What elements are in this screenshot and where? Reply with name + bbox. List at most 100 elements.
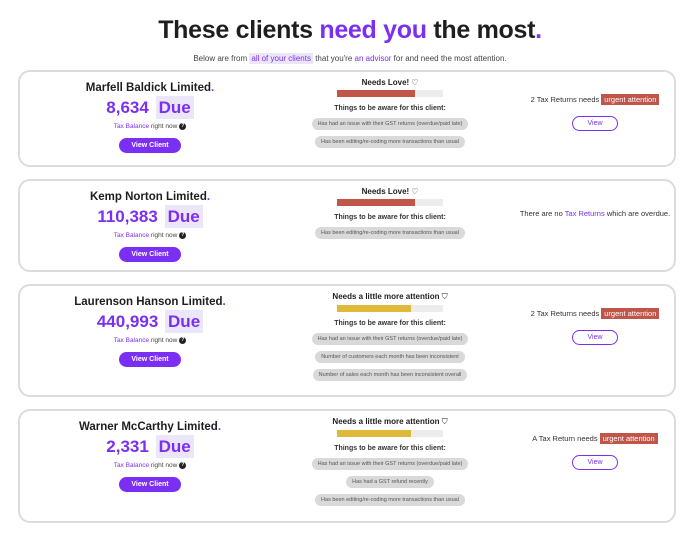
client-card: Warner McCarthy Limited. 2,331 Due Tax B… — [18, 409, 676, 523]
summary-text: 2 Tax Returns needs — [530, 309, 600, 318]
status-label: Needs a little more attention — [332, 417, 440, 426]
view-tax-returns-button[interactable]: View — [572, 116, 618, 131]
tax-return-status: 2 Tax Returns needs urgent attention — [510, 308, 680, 319]
amount-value: 110,383 — [97, 207, 158, 226]
title-accent: need you — [319, 16, 427, 44]
tax-return-status: There are no Tax Returns which are overd… — [510, 208, 680, 219]
attention-level-fill — [337, 199, 416, 206]
help-icon[interactable]: ? — [179, 337, 187, 344]
shield-icon: ⛉ — [441, 292, 448, 301]
client-flag-tag: Number of sales each month has been inco… — [312, 369, 468, 381]
tax-balance-note: Tax Balance right now? — [20, 337, 280, 344]
status-label: Needs Love! — [361, 187, 410, 196]
client-name[interactable]: Marfell Baldick Limited. — [20, 82, 280, 94]
view-client-button[interactable]: View Client — [119, 352, 181, 368]
amount-due: 8,634 Due — [20, 96, 280, 119]
aware-heading: Things to be aware for this client: — [334, 214, 446, 221]
tax-return-summary: 2 Tax Returns needs urgent attention View — [510, 94, 680, 131]
amount-due: 110,383 Due — [20, 205, 280, 228]
client-name-text: Marfell Baldick Limited — [85, 82, 212, 94]
view-tax-returns-button[interactable]: View — [572, 330, 618, 345]
client-flag-tag: Has been editing/re-coding more transact… — [315, 227, 465, 239]
advisor-link[interactable]: an advisor — [354, 54, 392, 63]
client-card: Kemp Norton Limited. 110,383 Due Tax Bal… — [18, 179, 676, 272]
help-icon[interactable]: ? — [179, 232, 187, 239]
attention-status: Needs Love! ♡ — [290, 78, 490, 87]
tax-balance-link[interactable]: Tax Balance — [113, 232, 150, 240]
tax-balance-link[interactable]: Tax Balance — [113, 123, 150, 131]
shield-icon: ⛉ — [441, 417, 448, 426]
tax-return-summary: A Tax Return needs urgent attention View — [510, 433, 680, 470]
summary-text: There are no — [519, 209, 565, 218]
client-name-text: Warner McCarthy Limited — [78, 421, 218, 433]
status-label: Needs Love! — [361, 78, 410, 87]
view-tax-returns-button[interactable]: View — [572, 455, 618, 470]
aware-heading: Things to be aware for this client: — [334, 105, 446, 112]
attention-status: Needs a little more attention ⛉ — [290, 417, 490, 427]
tax-return-status: 2 Tax Returns needs urgent attention — [510, 94, 680, 105]
urgent-attention-badge: urgent attention — [601, 94, 660, 105]
page-title: These clients need you the most. — [0, 16, 700, 45]
client-flag-tag: Number of customers each month has been … — [315, 351, 465, 363]
client-name-text: Kemp Norton Limited — [89, 191, 207, 203]
tax-balance-note: Tax Balance right now? — [20, 462, 280, 469]
client-info: Marfell Baldick Limited. 8,634 Due Tax B… — [20, 72, 280, 154]
client-card: Laurenson Hanson Limited. 440,993 Due Ta… — [18, 284, 676, 397]
tax-balance-note: Tax Balance right now? — [20, 232, 280, 239]
attention-level-fill — [337, 90, 416, 97]
client-info: Kemp Norton Limited. 110,383 Due Tax Bal… — [20, 181, 280, 263]
tax-return-summary: 2 Tax Returns needs urgent attention View — [510, 308, 680, 345]
client-flag-tag: Has been editing/re-coding more transact… — [315, 136, 465, 148]
amount-value: 8,634 — [106, 98, 149, 117]
tax-return-status: A Tax Return needs urgent attention — [510, 433, 680, 444]
right-now-text: right now — [149, 337, 178, 345]
all-clients-link[interactable]: all of your clients — [249, 53, 313, 64]
aware-heading: Things to be aware for this client: — [334, 320, 446, 327]
client-card: Marfell Baldick Limited. 8,634 Due Tax B… — [18, 70, 676, 167]
client-flag-tag: Has had an issue with their GST returns … — [311, 333, 469, 345]
summary-text: 2 Tax Returns needs — [530, 95, 600, 104]
client-flag-tag: Has been editing/re-coding more transact… — [315, 494, 465, 506]
client-health: Needs a little more attention ⛉ Things to… — [290, 411, 490, 506]
heart-outline-icon: ♡ — [411, 78, 419, 87]
amount-value: 2,331 — [106, 437, 149, 456]
tax-balance-link[interactable]: Tax Balance — [113, 337, 150, 345]
subtitle-text-end: for and need the most attention. — [391, 54, 507, 63]
subtitle-text-mid: that you're — [312, 54, 355, 63]
client-info: Warner McCarthy Limited. 2,331 Due Tax B… — [20, 411, 280, 493]
urgent-attention-badge: urgent attention — [599, 433, 658, 444]
view-client-button[interactable]: View Client — [119, 247, 181, 263]
amount-due: 2,331 Due — [20, 435, 280, 458]
summary-text-end: which are overdue. — [604, 209, 671, 218]
attention-level-fill — [337, 430, 412, 437]
right-now-text: right now — [149, 232, 178, 240]
right-now-text: right now — [149, 462, 178, 470]
tax-return-summary: There are no Tax Returns which are overd… — [510, 208, 680, 219]
tax-balance-link[interactable]: Tax Balance — [113, 462, 150, 470]
client-name[interactable]: Laurenson Hanson Limited. — [20, 296, 280, 308]
help-icon[interactable]: ? — [179, 462, 187, 469]
client-name-dot: . — [222, 296, 226, 308]
client-name[interactable]: Kemp Norton Limited. — [20, 191, 280, 203]
attention-level-bar — [337, 199, 443, 206]
client-name-dot: . — [211, 82, 215, 94]
attention-status: Needs a little more attention ⛉ — [290, 292, 490, 302]
client-name-text: Laurenson Hanson Limited — [74, 296, 223, 308]
tax-returns-link[interactable]: Tax Returns — [564, 209, 605, 218]
view-client-button[interactable]: View Client — [119, 477, 181, 493]
attention-level-bar — [337, 430, 443, 437]
client-info: Laurenson Hanson Limited. 440,993 Due Ta… — [20, 286, 280, 368]
due-label: Due — [155, 435, 194, 458]
client-flag-tag: Has had a GST refund recently — [346, 476, 434, 488]
title-dot: . — [535, 16, 542, 44]
help-icon[interactable]: ? — [179, 123, 187, 130]
client-flag-tag: Has had an issue with their GST returns … — [311, 118, 469, 130]
title-text-end: the most — [426, 16, 536, 44]
page-subtitle: Below are from all of your clients that … — [0, 53, 700, 64]
view-client-button[interactable]: View Client — [119, 138, 181, 154]
client-name[interactable]: Warner McCarthy Limited. — [20, 421, 280, 433]
client-card-list: Marfell Baldick Limited. 8,634 Due Tax B… — [0, 70, 700, 523]
due-label: Due — [165, 310, 204, 333]
client-health: Needs Love! ♡ Things to be aware for this… — [290, 181, 490, 239]
client-health: Needs Love! ♡ Things to be aware for this… — [290, 72, 490, 148]
